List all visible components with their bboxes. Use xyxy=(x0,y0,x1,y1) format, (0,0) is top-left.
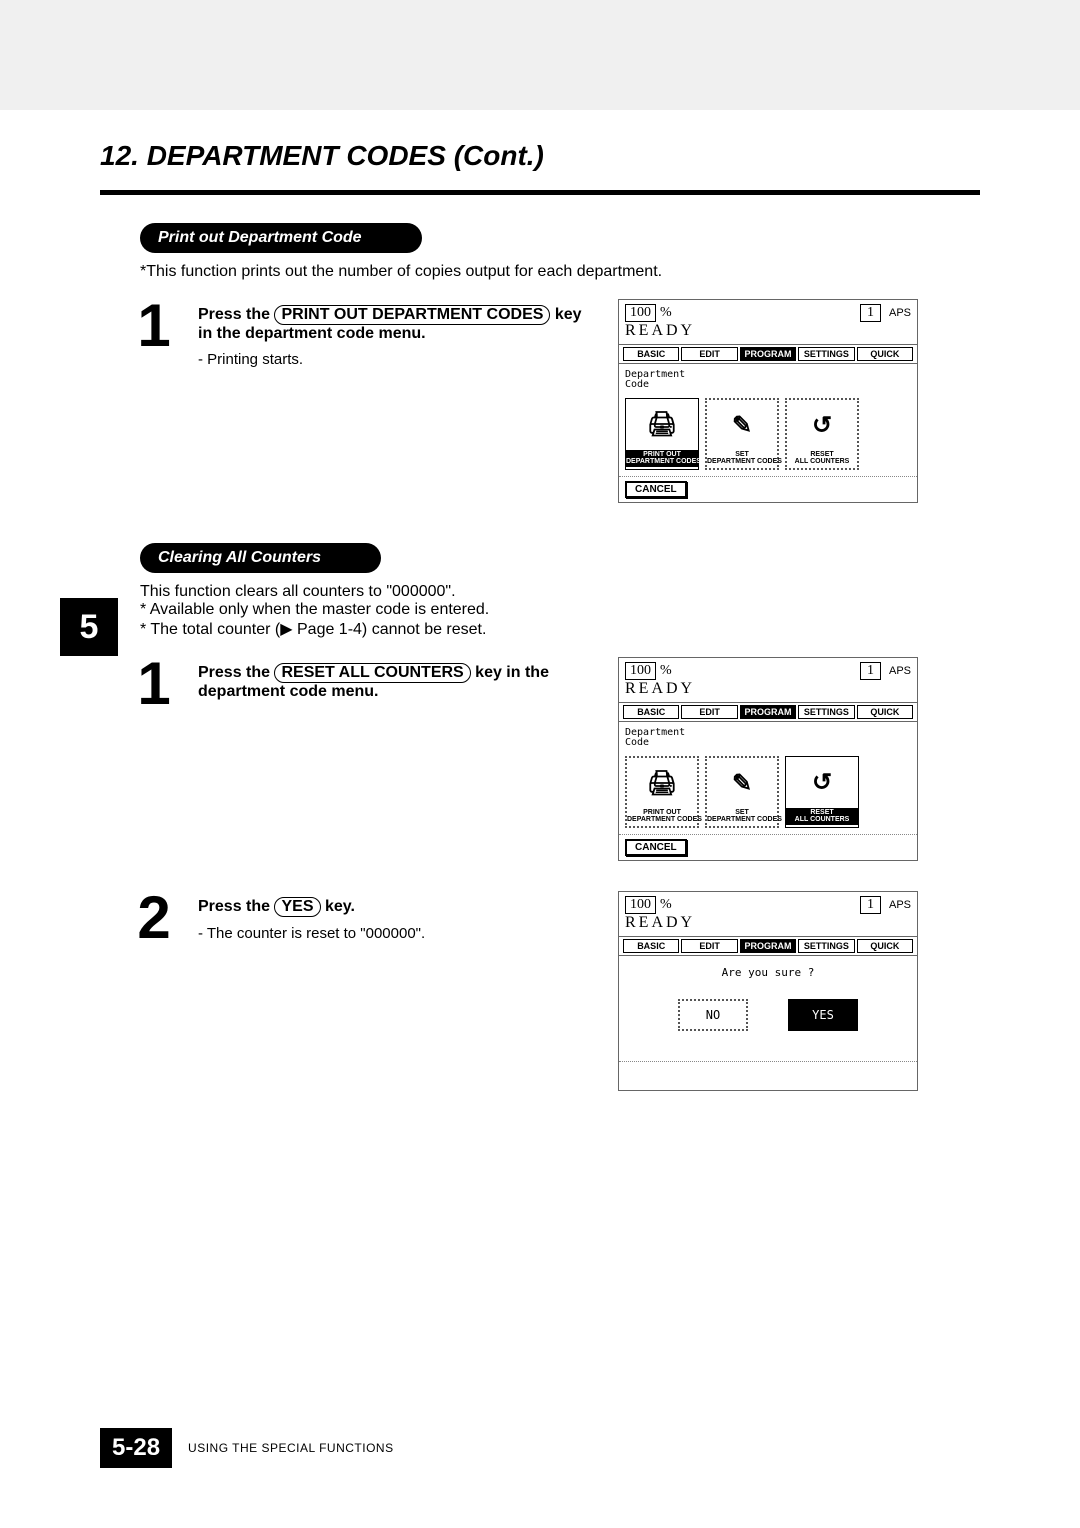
btn-reset-counters[interactable]: ↺ RESET ALL COUNTERS xyxy=(785,398,859,470)
tab-program[interactable]: PROGRAM xyxy=(740,705,796,719)
aps-label: APS xyxy=(889,665,911,677)
tab-bar: BASIC EDIT PROGRAM SETTINGS QUICK xyxy=(619,344,917,364)
cancel-button[interactable]: CANCEL xyxy=(625,481,687,498)
aps-label: APS xyxy=(889,899,911,911)
reset-icon: ↺ xyxy=(786,757,858,808)
step-number: 2 xyxy=(130,891,178,945)
zoom-value: 100 xyxy=(625,662,656,680)
tab-bar: BASIC EDIT PROGRAM SETTINGS QUICK xyxy=(619,936,917,956)
printout-step1-sub: - Printing starts. xyxy=(198,351,598,368)
btn-set-codes[interactable]: ✎ SET DEPARTMENT CODES xyxy=(705,398,779,470)
tab-settings[interactable]: SETTINGS xyxy=(798,939,854,953)
page-number: 5-28 xyxy=(100,1428,172,1468)
tab-edit[interactable]: EDIT xyxy=(681,347,737,361)
clear-intro: This function clears all counters to "00… xyxy=(140,583,980,639)
zoom-pct: % xyxy=(660,305,672,321)
tab-program[interactable]: PROGRAM xyxy=(740,939,796,953)
clear-step2-text: Press the YES key. - The counter is rese… xyxy=(198,891,598,942)
tab-quick[interactable]: QUICK xyxy=(857,939,913,953)
cancel-button[interactable]: CANCEL xyxy=(625,839,687,856)
ready-label: READY xyxy=(619,322,917,344)
btn-reset-counters[interactable]: ↺ RESET ALL COUNTERS xyxy=(785,756,859,828)
count-value: 1 xyxy=(860,304,881,322)
yes-button[interactable]: YES xyxy=(788,999,858,1031)
printer-icon: 🖨 xyxy=(626,399,698,450)
tab-edit[interactable]: EDIT xyxy=(681,705,737,719)
lcd-panel-printout: 100 % 1 APS READY BASIC EDIT PROGRAM SET… xyxy=(618,299,918,503)
zoom-pct: % xyxy=(660,897,672,913)
ready-label: READY xyxy=(619,914,917,936)
tab-program[interactable]: PROGRAM xyxy=(740,347,796,361)
btn-print-out-codes[interactable]: 🖨 PRINT OUT DEPARTMENT CODES xyxy=(625,756,699,828)
ready-label: READY xyxy=(619,680,917,702)
step-number: 1 xyxy=(130,657,178,711)
step-number: 1 xyxy=(130,299,178,353)
clear-step2-sub: - The counter is reset to "000000". xyxy=(198,925,598,942)
footer-text: USING THE SPECIAL FUNCTIONS xyxy=(188,1441,394,1455)
key-reset: RESET ALL COUNTERS xyxy=(274,663,470,683)
title-rule xyxy=(100,190,980,195)
panel-sublabel: Department Code xyxy=(625,370,911,390)
reset-icon: ↺ xyxy=(787,400,857,451)
section-pill-printout: Print out Department Code xyxy=(140,223,422,253)
page-title: 12. DEPARTMENT CODES (Cont.) xyxy=(100,140,980,172)
tab-basic[interactable]: BASIC xyxy=(623,939,679,953)
header-band xyxy=(0,0,1080,110)
zoom-value: 100 xyxy=(625,896,656,914)
tab-quick[interactable]: QUICK xyxy=(857,347,913,361)
chapter-tab: 5 xyxy=(60,598,118,656)
section-pill-clear: Clearing All Counters xyxy=(140,543,381,573)
btn-set-codes[interactable]: ✎ SET DEPARTMENT CODES xyxy=(705,756,779,828)
clear-step1-text: Press the RESET ALL COUNTERS key in the … xyxy=(198,657,598,701)
count-value: 1 xyxy=(860,896,881,914)
key-yes: YES xyxy=(274,897,320,917)
printer-icon: 🖨 xyxy=(627,758,697,809)
zoom-pct: % xyxy=(660,663,672,679)
zoom-value: 100 xyxy=(625,304,656,322)
count-value: 1 xyxy=(860,662,881,680)
pointer-icon: ▶ xyxy=(280,619,292,639)
aps-label: APS xyxy=(889,307,911,319)
no-button[interactable]: NO xyxy=(678,999,748,1031)
btn-print-out-codes[interactable]: 🖨 PRINT OUT DEPARTMENT CODES xyxy=(625,398,699,470)
tab-settings[interactable]: SETTINGS xyxy=(798,705,854,719)
tab-edit[interactable]: EDIT xyxy=(681,939,737,953)
tab-settings[interactable]: SETTINGS xyxy=(798,347,854,361)
tab-quick[interactable]: QUICK xyxy=(857,705,913,719)
edit-icon: ✎ xyxy=(707,400,777,451)
edit-icon: ✎ xyxy=(707,758,777,809)
panel-sublabel: Department Code xyxy=(625,728,911,748)
tab-basic[interactable]: BASIC xyxy=(623,347,679,361)
lcd-panel-confirm: 100 % 1 APS READY BASIC EDIT PROGRAM SET… xyxy=(618,891,918,1091)
tab-bar: BASIC EDIT PROGRAM SETTINGS QUICK xyxy=(619,702,917,722)
printout-intro: *This function prints out the number of … xyxy=(140,263,980,281)
key-printout: PRINT OUT DEPARTMENT CODES xyxy=(274,305,550,325)
printout-step1-text: Press the PRINT OUT DEPARTMENT CODES key… xyxy=(198,299,598,368)
tab-basic[interactable]: BASIC xyxy=(623,705,679,719)
page-footer: 5-28 USING THE SPECIAL FUNCTIONS xyxy=(100,1428,394,1468)
confirm-prompt: Are you sure ? xyxy=(625,966,911,979)
lcd-panel-reset: 100 % 1 APS READY BASIC EDIT PROGRAM SET… xyxy=(618,657,918,861)
